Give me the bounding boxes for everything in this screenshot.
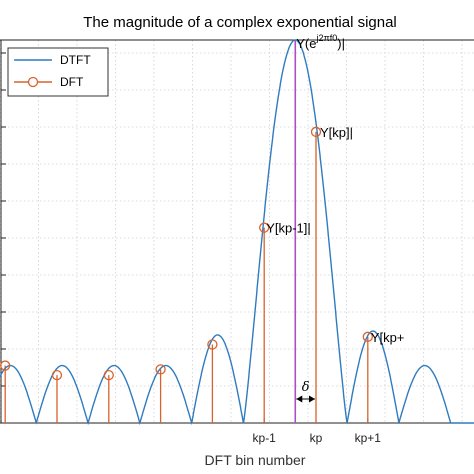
delta-arrow-head-right bbox=[309, 395, 315, 403]
y-ticks bbox=[1, 52, 6, 387]
annotation-kp-minus-1: Y[kp-1]| bbox=[266, 221, 311, 236]
chart-title: The magnitude of a complex exponential s… bbox=[83, 14, 397, 31]
dft-stems bbox=[4, 131, 369, 423]
grid-lines bbox=[0, 40, 474, 423]
legend-dft-label: DFT bbox=[60, 75, 84, 89]
x-tick-label: kp+1 bbox=[355, 431, 382, 445]
legend-dft-marker bbox=[27, 76, 39, 88]
dft-marker bbox=[103, 369, 114, 381]
annotation-peak: Y(ej2πf0)| bbox=[296, 33, 345, 51]
annotation-peak-sup: j2πf0 bbox=[316, 33, 338, 43]
annotation-kp-plus-1: Y[kp+ bbox=[371, 330, 405, 345]
dft-marker bbox=[51, 369, 63, 381]
annotation-peak-base: Y(e bbox=[296, 36, 316, 51]
dft-marker bbox=[0, 360, 11, 371]
annotation-kp: Y[kp]| bbox=[320, 125, 353, 140]
x-tick-label: kp-1 bbox=[253, 431, 277, 445]
delta-arrow bbox=[296, 395, 315, 403]
delta-arrow-head-left bbox=[296, 395, 303, 403]
x-ticks: kp-1 kp kp+1 bbox=[253, 418, 382, 445]
dft-marker bbox=[207, 339, 218, 350]
annotation-peak-tail: )| bbox=[337, 36, 345, 51]
dft-marker bbox=[155, 364, 166, 375]
dft-marker bbox=[362, 331, 373, 342]
legend-box bbox=[7, 47, 109, 97]
dft-markers bbox=[0, 126, 373, 381]
x-axis-label: DFT bin number bbox=[205, 452, 306, 468]
delta-label: δ bbox=[302, 380, 310, 395]
legend-dtft-label: DTFT bbox=[60, 53, 91, 67]
dtft-curve bbox=[0, 39, 474, 426]
x-tick-label: kp bbox=[310, 431, 323, 445]
dft-marker bbox=[310, 126, 322, 138]
legend: DTFT DFT bbox=[7, 47, 109, 97]
dft-marker bbox=[259, 222, 270, 233]
